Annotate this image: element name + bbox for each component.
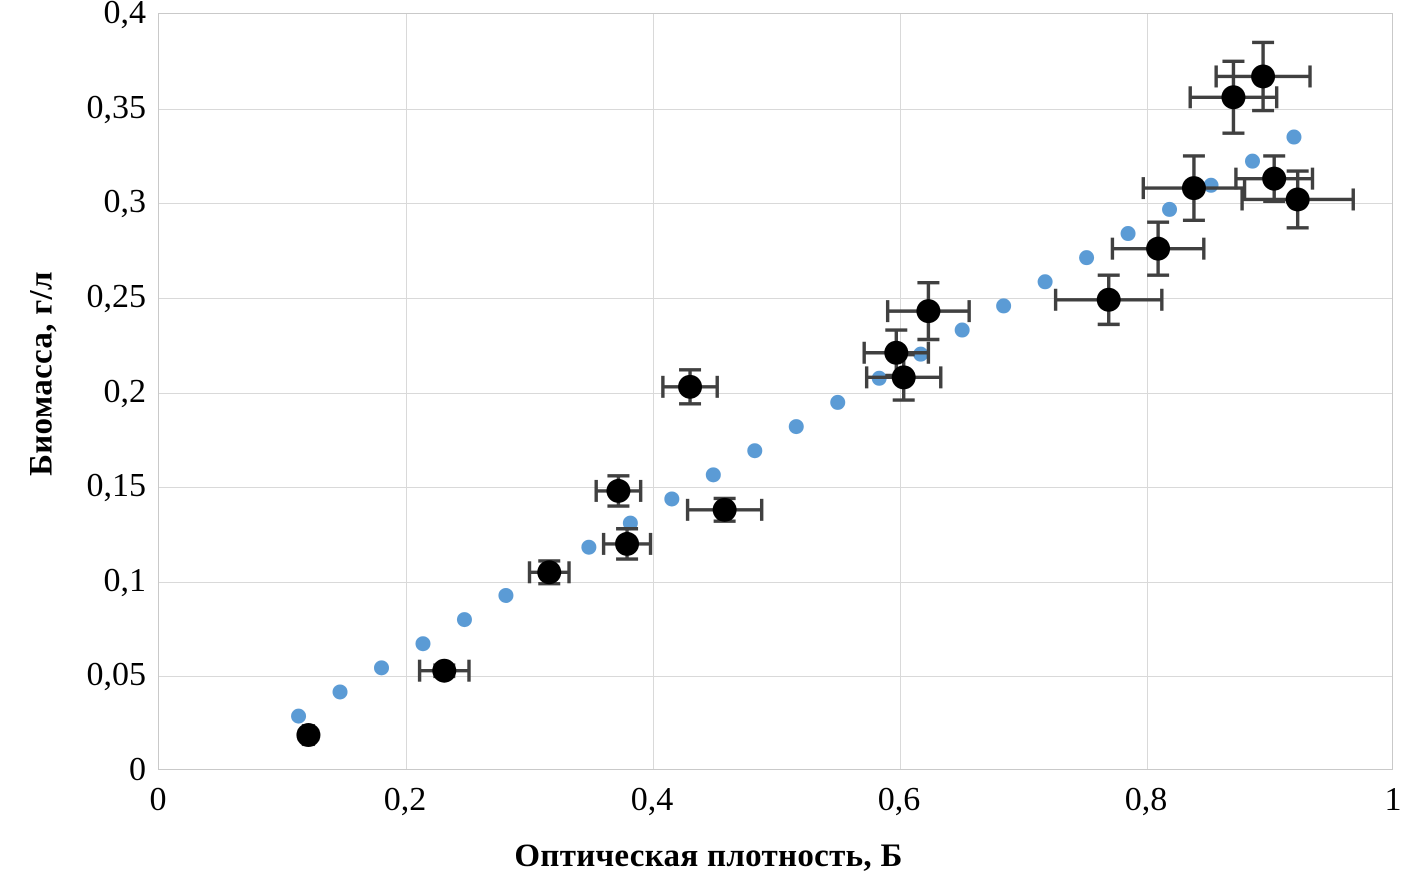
trendline-dot: [415, 636, 431, 652]
gridline-horizontal: [159, 108, 1392, 110]
trendline-dot: [1162, 201, 1178, 217]
data-point-marker: [678, 374, 703, 399]
gridline-vertical: [900, 14, 901, 769]
trendline-dot: [291, 708, 307, 724]
data-point-marker: [1181, 176, 1206, 201]
data-point-marker: [537, 560, 562, 585]
trendline-dot: [830, 394, 846, 410]
trendline-dot: [788, 419, 804, 435]
data-point-marker: [1096, 287, 1121, 312]
trendline-dot: [996, 298, 1012, 314]
trendline-dot: [747, 443, 763, 459]
trendline-dot: [705, 467, 721, 483]
trendline-dot: [456, 612, 472, 628]
trendline-dot: [1120, 226, 1136, 242]
data-point-marker: [916, 299, 941, 324]
gridline-horizontal: [159, 581, 1392, 583]
gridline-horizontal: [159, 487, 1392, 489]
x-tick-label: 0,4: [630, 781, 674, 818]
plot-area: [158, 13, 1393, 770]
trendline-dot: [374, 660, 390, 676]
x-tick-label: 1: [1384, 781, 1402, 818]
x-tick-label: 0,6: [877, 781, 921, 818]
y-tick-label: 0,35: [86, 88, 147, 126]
gridline-vertical: [1147, 14, 1148, 769]
gridline-horizontal: [159, 203, 1392, 205]
data-point-marker: [712, 497, 737, 522]
y-tick-label: 0: [129, 751, 146, 788]
y-axis-title: Биомасса, г/л: [23, 271, 60, 476]
data-point-marker: [1221, 85, 1246, 110]
trendline-dot: [581, 539, 597, 555]
y-tick-label: 0,05: [86, 656, 147, 694]
y-tick-label: 0,1: [103, 561, 147, 599]
y-tick-label: 0,3: [103, 183, 147, 221]
x-axis-title: Оптическая плотность, Б: [514, 838, 903, 874]
trendline-dot: [498, 587, 514, 603]
trendline-dot: [1286, 129, 1302, 145]
trendline-dot: [622, 515, 638, 531]
y-tick-label: 0,15: [86, 467, 147, 505]
data-point-marker: [891, 365, 916, 390]
trendline-dot: [1079, 250, 1095, 266]
gridline-horizontal: [159, 676, 1392, 678]
trendline-dot: [1037, 274, 1053, 290]
data-point-marker: [1251, 64, 1276, 89]
y-tick-label: 0,25: [86, 277, 147, 315]
data-point-marker: [1285, 187, 1310, 212]
data-point-marker: [606, 478, 631, 503]
x-tick-label: 0: [149, 781, 167, 818]
y-tick-label: 0,2: [103, 372, 147, 410]
error-bars: [297, 40, 1355, 747]
trendline-dot: [664, 491, 680, 507]
gridline-horizontal: [159, 392, 1392, 394]
data-point-marker: [296, 723, 321, 748]
trendline-dot: [1203, 177, 1219, 193]
data-point-marker: [432, 658, 457, 683]
y-tick-label: 0,4: [103, 0, 147, 31]
trendline-dot: [332, 684, 348, 700]
trendline: [291, 129, 1302, 724]
data-point-marker: [1262, 166, 1287, 191]
data-layer: [291, 40, 1355, 748]
gridline-vertical: [653, 14, 654, 769]
trendline-dot: [1244, 153, 1260, 169]
data-point-marker: [615, 531, 640, 556]
data-point-marker: [884, 340, 909, 365]
x-tick-label: 0,2: [383, 781, 427, 818]
gridline-vertical: [406, 14, 407, 769]
x-tick-label: 0,8: [1124, 781, 1168, 818]
trendline-dot: [954, 322, 970, 338]
data-point-marker: [1146, 236, 1171, 261]
data-markers: [296, 64, 1310, 748]
gridline-horizontal: [159, 297, 1392, 299]
